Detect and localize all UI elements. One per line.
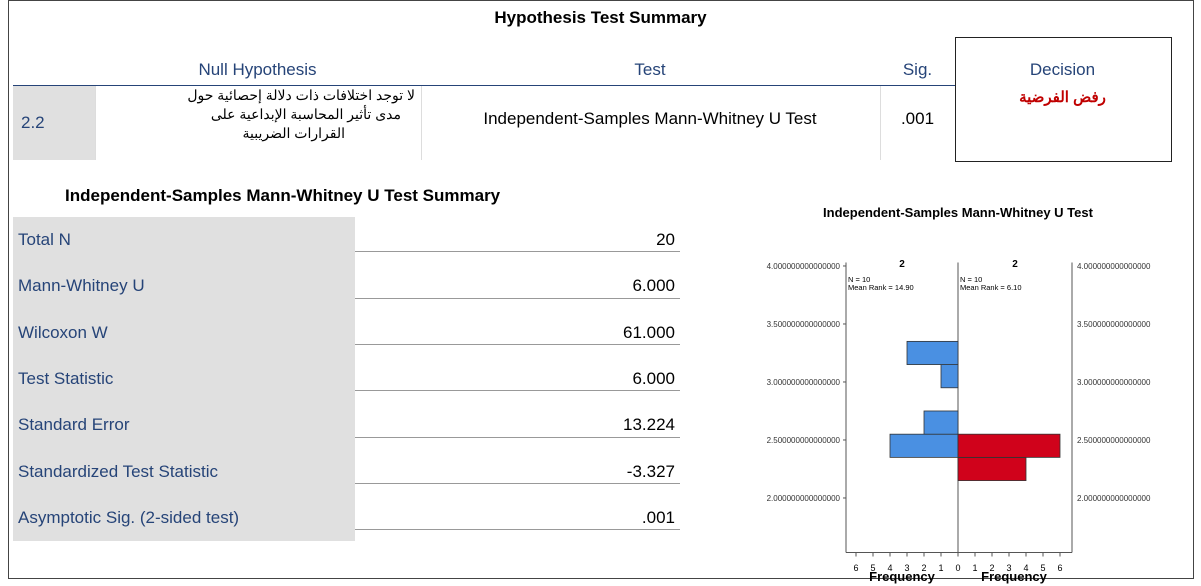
x-tick-label: 4 [1023,563,1028,573]
test-name: Independent-Samples Mann-Whitney U Test [483,109,817,128]
row-rule [355,343,680,345]
row-value: 61.000 [623,322,675,342]
title: Hypothesis Test Summary [494,8,707,27]
row-label: Standard Error [18,415,130,435]
histogram-bar [906,340,959,365]
x-tick-label: 5 [870,563,875,573]
row-label: Asymptotic Sig. (2-sided test) [18,507,240,527]
row-label: Total N [18,230,71,249]
group-annotation: N = 10 [960,275,982,284]
header: Test [634,60,666,79]
row-label: Test Statistic [18,368,114,388]
row-rule [355,297,680,299]
x-tick-label: 6 [853,563,858,573]
row-rule [355,390,680,392]
rule [13,85,955,86]
group-annotation: Mean Rank = 14.90 [848,283,914,292]
y-tick-label: 2.500000000000000 [767,436,841,445]
row-value: 13.224 [623,415,675,435]
x-tick-label: 6 [1057,563,1062,573]
row-label: Standardized Test Statistic [18,461,219,481]
row-rule [355,482,680,484]
x-tick-label: 2 [921,563,926,573]
x-tick-label: 1 [972,563,977,573]
cell [95,86,422,160]
null-hypothesis: لا توجد اختلافات ذات دلالة إحصائية حول م… [100,86,415,143]
group-annotation: Mean Rank = 6.10 [960,283,1022,292]
x-axis-label: Frequency [869,569,936,584]
text-line: مدى تأثير المحاسبة الإبداعية على [210,106,401,122]
x-tick-label: 2 [989,563,994,573]
frame [8,0,1194,579]
label-column [13,217,355,542]
summary-title: Independent-Samples Mann-Whitney U Test … [65,186,501,205]
x-tick-label: 5 [1040,563,1045,573]
decision-box [955,37,1172,162]
row-label: Mann-Whitney U [18,276,145,296]
group-name: 2 [899,259,905,270]
histogram-bar [923,410,959,435]
group-annotation: N = 10 [848,275,870,284]
row-value: 20 [656,230,675,249]
sig: .001 [900,109,935,128]
row-value: -3.327 [626,461,675,481]
group-name: 2 [1012,259,1018,270]
y-tick-label: 4.000000000000000 [767,262,841,271]
histogram-bar [957,456,1027,481]
header: Sig. [902,60,933,79]
y-tick-label: 3.500000000000000 [1077,320,1151,329]
histogram-bar [889,433,959,458]
y-tick-label: 3.000000000000000 [767,378,841,387]
y-tick-label: 2.000000000000000 [767,494,841,503]
text-line: لا توجد اختلافات ذات دلالة إحصائية حول [187,87,415,103]
histogram-bar [957,433,1061,458]
x-tick-label: 0 [955,563,960,573]
y-tick-label: 3.000000000000000 [1077,378,1151,387]
cell [880,86,956,160]
x-tick-label: 3 [1006,563,1011,573]
row-rule [355,251,680,253]
x-axis-label: Frequency [981,569,1048,584]
decision: رفض الفرضية [1019,89,1106,106]
x-tick-label: 1 [938,563,943,573]
row-rule [355,436,680,438]
y-tick-label: 4.000000000000000 [1077,262,1151,271]
histogram-bar [940,364,959,389]
row-label: Wilcoxon W [18,322,108,342]
row-value: 6.000 [632,276,675,296]
y-tick-label: 2.000000000000000 [1077,494,1151,503]
x-tick-label: 3 [904,563,909,573]
x-tick-label: 4 [887,563,892,573]
header: Decision [1029,60,1096,79]
text-line: القرارات الضريبية [242,125,345,141]
row-value: 6.000 [632,368,675,388]
header: Null Hypothesis [198,60,317,79]
chart-title: Independent-Samples Mann-Whitney U Test [823,205,1094,220]
row-id: 2.2 [13,86,95,160]
y-tick-label: 3.500000000000000 [767,320,841,329]
y-tick-label: 2.500000000000000 [1077,436,1151,445]
row-rule [355,529,680,531]
row-value: .001 [641,507,675,527]
